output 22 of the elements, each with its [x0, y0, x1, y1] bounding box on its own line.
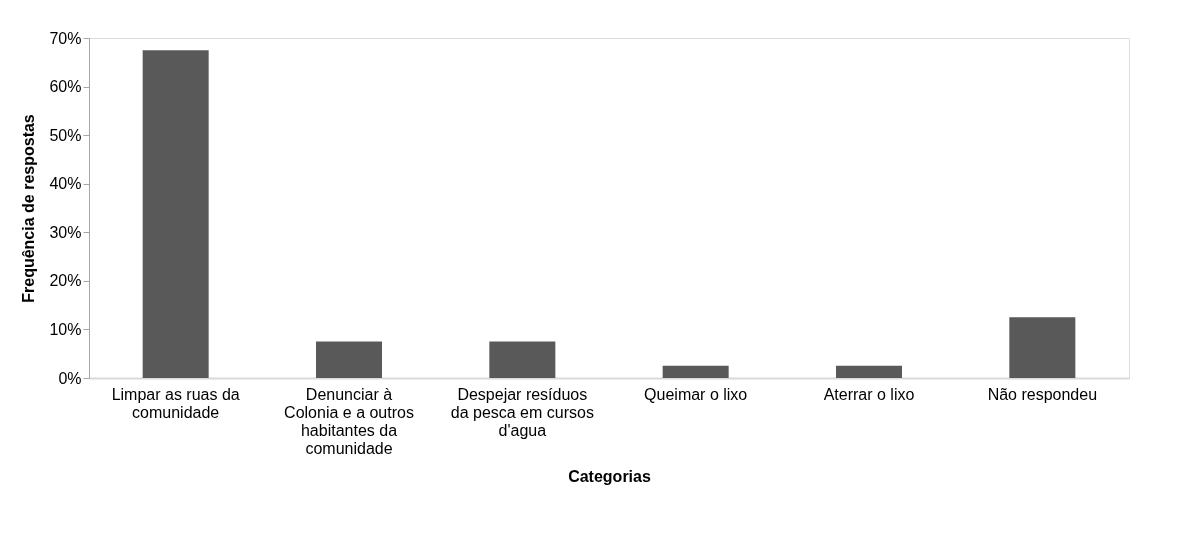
x-axis-title: Categorias [568, 467, 651, 485]
bar [316, 341, 382, 378]
y-tick-label: 30% [49, 223, 82, 241]
x-tick-label: Limpar as ruas da comunidade [111, 385, 240, 421]
x-tick-label: Despejar resíduos da pesca em cursos d'agua [450, 385, 594, 439]
y-tick-label: 70% [49, 29, 82, 47]
y-tick-label: 60% [49, 78, 82, 96]
y-tick-label: 10% [49, 320, 82, 338]
bar [662, 365, 729, 378]
y-tick-label: 40% [49, 175, 82, 193]
y-tick-label: 0% [58, 369, 82, 387]
y-axis-title: Frequência de respostas [20, 114, 38, 303]
x-tick-label: Denunciar à Colonia e a outros habitantes da comunidade [284, 385, 414, 457]
x-tick-label: Aterrar o lixo [823, 385, 915, 403]
y-tick-label: 50% [49, 126, 82, 144]
x-tick-label: Queimar o lixo [644, 385, 748, 403]
bar [142, 50, 209, 378]
x-tick-label: Não respondeu [987, 385, 1098, 403]
bar [489, 341, 556, 378]
bar [836, 365, 902, 378]
y-tick-label: 20% [49, 272, 82, 290]
bar [1009, 317, 1076, 378]
